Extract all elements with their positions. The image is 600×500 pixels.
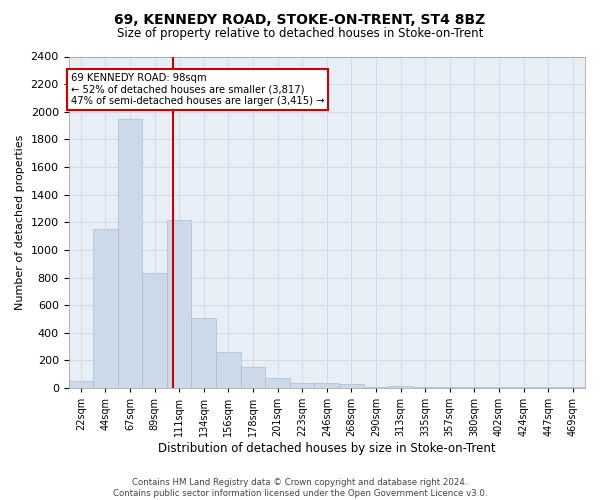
Bar	[290, 382, 314, 388]
Bar	[68, 381, 93, 388]
Bar	[265, 378, 290, 388]
Bar	[364, 386, 388, 388]
Bar	[142, 274, 167, 388]
Bar	[191, 318, 216, 388]
Bar	[93, 229, 118, 388]
Text: Contains HM Land Registry data © Crown copyright and database right 2024.
Contai: Contains HM Land Registry data © Crown c…	[113, 478, 487, 498]
X-axis label: Distribution of detached houses by size in Stoke-on-Trent: Distribution of detached houses by size …	[158, 442, 496, 455]
Text: 69, KENNEDY ROAD, STOKE-ON-TRENT, ST4 8BZ: 69, KENNEDY ROAD, STOKE-ON-TRENT, ST4 8B…	[115, 12, 485, 26]
Bar	[314, 383, 339, 388]
Bar	[241, 368, 265, 388]
Bar	[339, 384, 364, 388]
Bar	[388, 386, 413, 388]
Bar	[118, 118, 142, 388]
Bar	[216, 352, 241, 388]
Y-axis label: Number of detached properties: Number of detached properties	[15, 134, 25, 310]
Text: Size of property relative to detached houses in Stoke-on-Trent: Size of property relative to detached ho…	[117, 28, 483, 40]
Text: 69 KENNEDY ROAD: 98sqm
← 52% of detached houses are smaller (3,817)
47% of semi-: 69 KENNEDY ROAD: 98sqm ← 52% of detached…	[71, 73, 325, 106]
Bar	[167, 220, 191, 388]
